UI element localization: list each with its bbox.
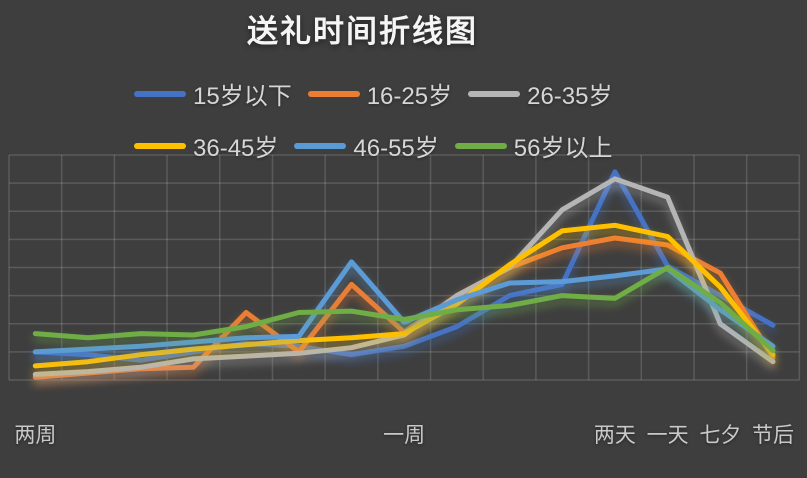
chart-legend: 15岁以下 16-25岁 26-35岁 36-45岁 46-55岁 56岁以上 (134, 76, 679, 163)
legend-item-46-55岁: 46-55岁 (294, 128, 439, 163)
legend-swatch-icon (134, 90, 186, 97)
legend-item-26-35岁: 26-35岁 (468, 76, 612, 111)
legend-label: 26-35岁 (527, 83, 613, 110)
legend-swatch-icon (307, 90, 360, 97)
legend-item-56岁以上: 56岁以上 (454, 128, 613, 163)
legend-swatch-icon (454, 142, 507, 149)
legend-label: 56岁以上 (513, 135, 613, 162)
legend-swatch-icon (468, 90, 521, 97)
legend-item-36-45岁: 36-45岁 (134, 128, 278, 163)
legend-label: 15岁以下 (193, 83, 292, 110)
legend-label: 16-25岁 (366, 83, 453, 110)
legend-swatch-icon (134, 142, 186, 149)
legend-label: 46-55岁 (353, 135, 439, 162)
legend-label: 36-45岁 (193, 135, 279, 162)
series-line-56岁以上 (32, 265, 776, 353)
legend-item-15岁以下: 15岁以下 (134, 76, 292, 111)
chart-title: 送礼时间折线图 (247, 14, 478, 49)
series-line-36-45岁 (32, 222, 776, 369)
legend-swatch-icon (294, 142, 347, 149)
legend-item-16-25岁: 16-25岁 (307, 76, 453, 111)
series-line-46-55岁 (32, 259, 776, 355)
